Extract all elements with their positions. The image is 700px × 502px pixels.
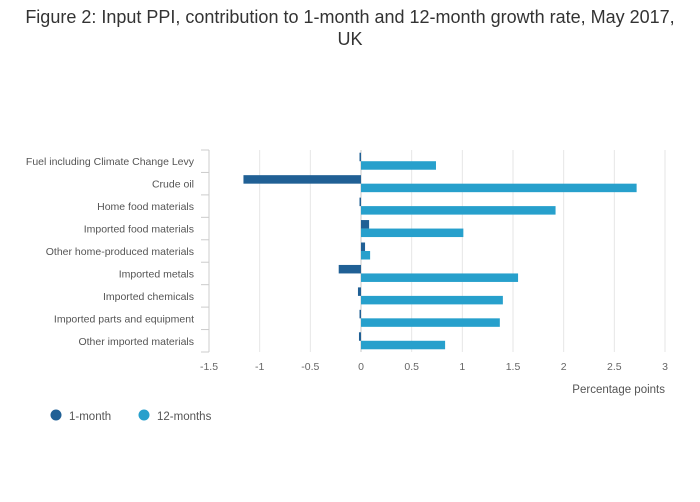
- bar-1-month: [359, 309, 361, 319]
- bar-1-month: [338, 264, 361, 274]
- bar-1-month: [357, 287, 361, 296]
- x-tick-label: 1.5: [506, 361, 521, 373]
- y-category-label: Imported food materials: [84, 224, 194, 236]
- y-category-label: Imported chemicals: [103, 291, 194, 303]
- y-category-label: Imported parts and equipment: [54, 313, 194, 325]
- bar-12-months: [361, 183, 637, 193]
- bar-12-months: [361, 295, 503, 305]
- y-category-label: Crude oil: [152, 179, 194, 191]
- bar-12-months: [361, 318, 500, 327]
- y-category-label: Fuel including Climate Change Levy: [26, 156, 195, 168]
- x-tick-label: -0.5: [301, 361, 319, 373]
- y-category-label: Other home-produced materials: [46, 246, 194, 258]
- x-tick-label: -1: [255, 361, 264, 373]
- legend-marker: [50, 409, 62, 421]
- bar-1-month: [361, 220, 370, 229]
- x-tick-label: 0: [358, 361, 364, 373]
- x-axis-title: Percentage points: [572, 384, 665, 396]
- y-category-label: Other imported materials: [78, 336, 194, 348]
- bar-1-month: [243, 175, 361, 184]
- legend-label: 12-months: [157, 411, 212, 423]
- x-tick-label: 3: [662, 361, 668, 373]
- x-tick-label: 2.5: [607, 361, 622, 373]
- bar-12-months: [361, 340, 446, 350]
- bar-12-months: [361, 206, 556, 215]
- bar-1-month: [358, 332, 361, 341]
- legend-label: 1-month: [69, 411, 111, 423]
- x-tick-label: 1: [459, 361, 465, 373]
- bar-1-month: [359, 152, 361, 162]
- x-tick-label: 2: [561, 361, 567, 373]
- bar-12-months: [361, 251, 371, 260]
- legend-marker: [138, 409, 150, 421]
- x-tick-label: 0.5: [404, 361, 419, 373]
- bar-12-months: [361, 161, 436, 170]
- x-tick-label: -1.5: [200, 361, 218, 373]
- bar-12-months: [361, 228, 464, 238]
- bar-12-months: [361, 273, 519, 282]
- bar-1-month: [359, 197, 361, 207]
- bar-1-month: [361, 242, 366, 251]
- y-category-label: Imported metals: [119, 268, 194, 280]
- chart-title: Figure 2: Input PPI, contribution to 1-m…: [25, 7, 675, 49]
- y-category-label: Home food materials: [97, 201, 194, 213]
